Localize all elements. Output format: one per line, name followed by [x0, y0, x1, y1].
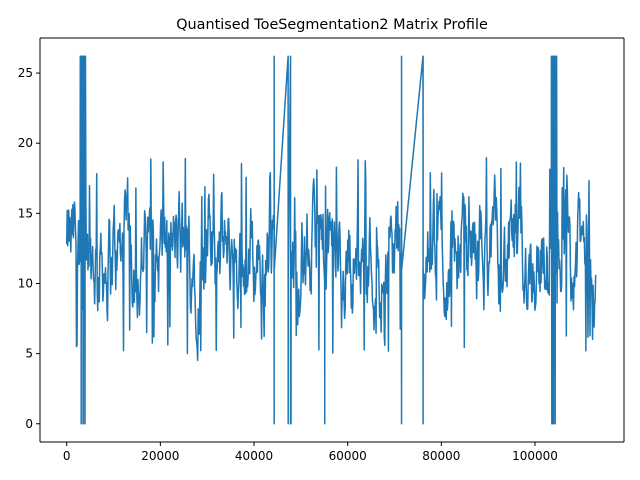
y-tick-label: 10	[18, 276, 33, 290]
axes: 0 20000 40000 60000 80000 100000 0 5 10 15 20 25	[18, 37, 625, 463]
x-tick-label: 20000	[141, 449, 179, 463]
series-line-0	[65, 55, 597, 425]
y-tick-label: 15	[18, 206, 33, 220]
x-tick-label: 80000	[422, 449, 460, 463]
x-tick-label: 0	[63, 449, 71, 463]
plot-area	[65, 55, 597, 425]
x-tick-label: 100000	[512, 449, 558, 463]
chart-title: Quantised ToeSegmentation2 Matrix Profil…	[176, 17, 488, 33]
y-tick-label: 0	[25, 417, 33, 431]
y-tick-label: 25	[18, 66, 33, 80]
x-tick-label: 40000	[235, 449, 273, 463]
y-tick-label: 5	[25, 347, 33, 361]
x-tick-label: 60000	[329, 449, 367, 463]
y-tick-label: 20	[18, 136, 33, 150]
